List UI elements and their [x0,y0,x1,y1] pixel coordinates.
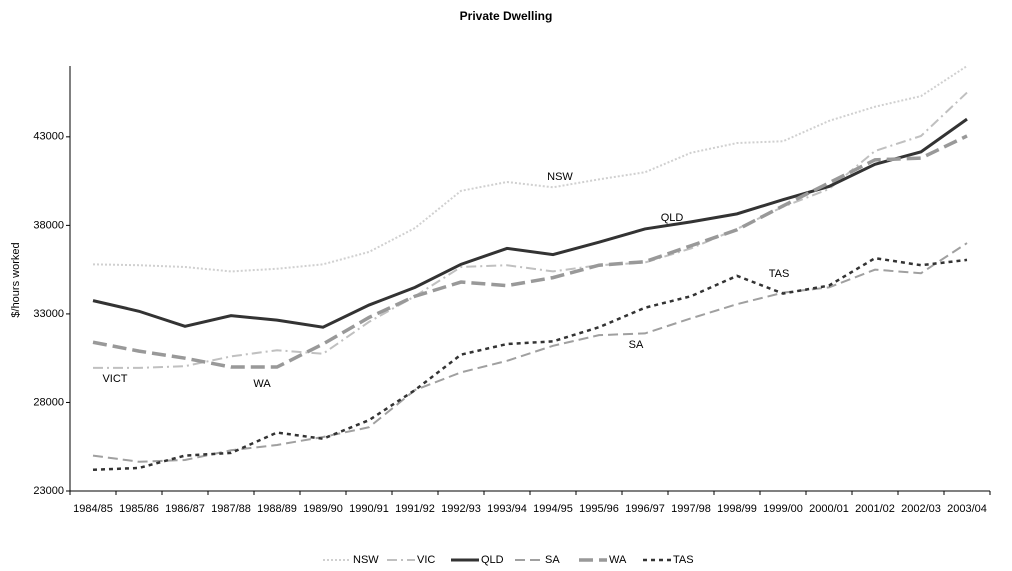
legend-label: TAS [673,554,694,566]
x-tick-label: 1990/91 [349,503,389,515]
x-tick-label: 1988/89 [257,503,297,515]
y-axis-label: $/hours worked [10,242,22,317]
x-tick-label: 1985/86 [119,503,159,515]
y-tick-label: 28000 [33,396,64,408]
annotation: TAS [769,268,790,280]
x-tick-label: 1994/95 [533,503,573,515]
x-tick-label: 1984/85 [73,503,113,515]
legend-label: VIC [417,554,435,566]
series-line [92,65,968,273]
x-tick-label: 1996/97 [625,503,665,515]
x-tick-label: 2001/02 [855,503,895,515]
legend-label: WA [609,554,627,566]
series-line [92,134,968,369]
x-tick-label: 1995/96 [579,503,619,515]
x-tick-label: 1997/98 [671,503,711,515]
series-line [92,242,968,463]
annotation: QLD [661,212,684,224]
y-tick-label: 33000 [33,308,64,320]
x-tick-label: 1989/90 [303,503,343,515]
series-line [92,256,968,471]
x-tick-label: 1987/88 [211,503,251,515]
x-tick-label: 2000/01 [809,503,849,515]
y-tick-label: 23000 [33,485,64,497]
annotation: VICT [102,373,127,385]
annotation: WA [253,378,271,390]
x-tick-label: 2002/03 [901,503,941,515]
y-tick-label: 43000 [33,131,64,143]
legend-label: QLD [481,554,504,566]
x-tick-label: 1998/99 [717,503,757,515]
x-tick-label: 2003/04 [947,503,987,515]
x-tick-label: 1999/00 [763,503,803,515]
x-tick-label: 1993/94 [487,503,527,515]
annotation: NSW [547,171,573,183]
x-tick-label: 1991/92 [395,503,435,515]
x-tick-label: 1986/87 [165,503,205,515]
legend-label: NSW [353,554,379,566]
series-line [93,91,968,369]
x-tick-label: 1992/93 [441,503,481,515]
chart-title: Private Dwelling [460,9,553,23]
legend-label: SA [545,554,560,566]
y-tick-label: 38000 [33,219,64,231]
annotation: SA [629,339,644,351]
series-line [92,117,968,329]
